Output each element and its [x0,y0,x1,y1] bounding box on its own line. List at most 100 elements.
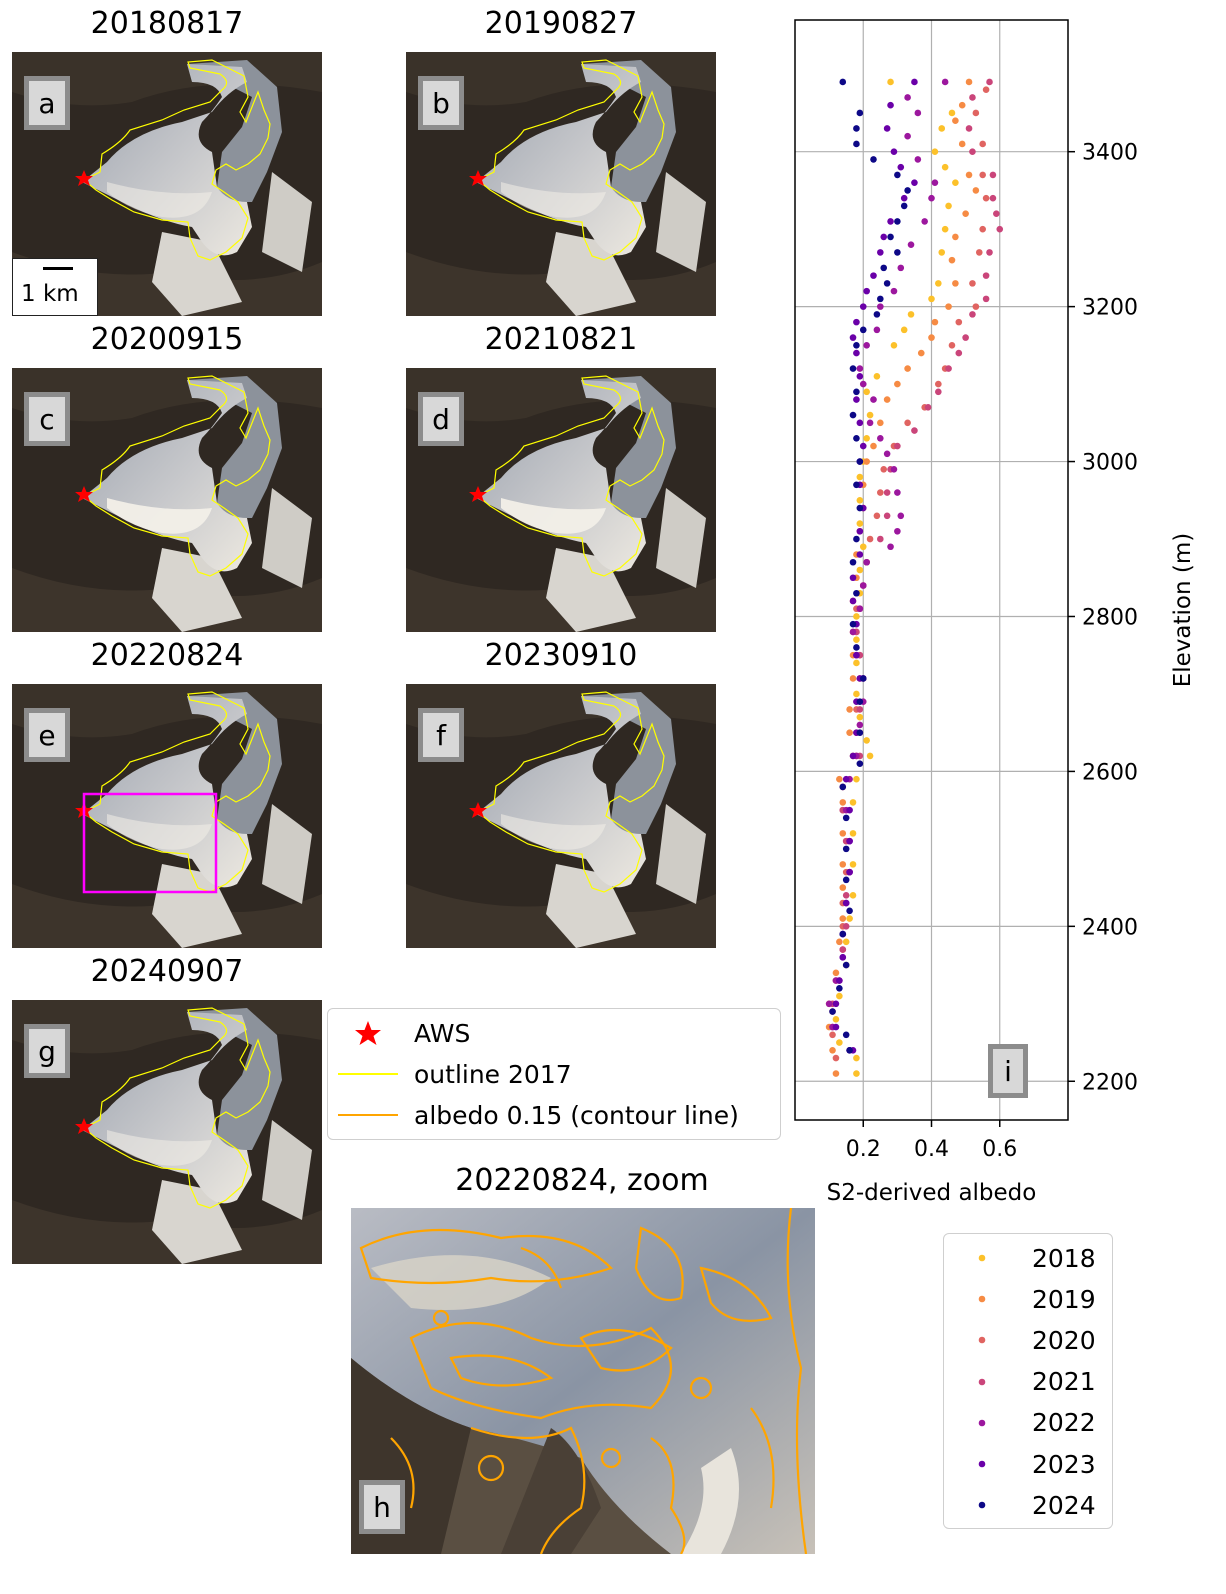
point-2019 [958,101,966,109]
point-2020 [935,380,942,388]
point-2021 [842,892,850,899]
point-2022 [890,287,898,295]
scale-bar: 1 km [12,258,98,316]
point-2024 [853,644,860,651]
point-2020 [839,946,847,953]
point-2024 [853,140,860,148]
point-2019 [832,969,840,977]
point-2022 [863,558,870,566]
dot-icon [978,1378,986,1385]
point-2022 [839,930,847,938]
point-2024 [859,675,867,682]
point-2024 [839,930,847,938]
yellow-line-icon [338,1073,398,1075]
point-2019 [839,799,847,806]
albedo-contours [359,1208,808,1554]
point-2023 [853,396,860,403]
point-2022 [829,1023,836,1031]
point-2019 [952,117,959,125]
point-2020 [853,605,860,613]
point-2018 [856,713,864,721]
point-2024 [853,481,860,489]
point-2024 [870,156,877,163]
point-2022 [904,132,911,140]
point-2018 [836,992,843,1000]
point-2018 [938,125,946,132]
point-2018 [945,202,952,210]
point-2020 [982,194,990,202]
point-2022 [941,78,949,86]
point-2022 [877,435,884,442]
point-2021 [989,171,997,179]
point-2019 [965,78,973,86]
zoom-panel-title: 20220824, zoom [455,1163,709,1198]
point-2020 [839,923,847,930]
point-2018 [928,295,935,303]
map-image-f [406,684,716,948]
point-2021 [853,628,860,636]
point-2023 [897,163,905,171]
point-2018 [948,109,956,117]
point-2019 [825,1000,833,1008]
point-2020 [842,868,850,876]
point-2019 [853,551,860,558]
point-2023 [856,527,864,535]
point-2020 [863,558,870,566]
point-2018 [890,342,898,349]
point-2024 [856,109,864,117]
point-2022 [928,194,935,202]
zoom-panel-image [351,1208,815,1554]
point-2022 [894,527,901,535]
point-2021 [986,249,993,256]
point-2023 [849,752,857,760]
chart-ylabel: Elevation (m) [1170,533,1196,688]
point-2018 [853,690,860,698]
point-2019 [849,675,857,682]
point-2021 [842,837,850,845]
point-2018 [941,225,949,233]
point-2022 [842,806,850,814]
point-2021 [945,365,952,372]
dot-icon [978,1501,986,1509]
year-legend-item-2022: 2022 [944,1403,1096,1443]
y-tick-label: 3000 [1082,451,1138,476]
point-2018 [859,543,867,551]
point-2020 [972,109,980,117]
year-legend-label: 2024 [1032,1490,1096,1520]
point-2019 [839,861,847,868]
panel-title-b: 20190827 [484,6,638,41]
point-2023 [846,806,853,814]
point-2021 [955,349,963,357]
map-image-c [12,368,322,632]
point-2022 [894,489,901,496]
point-2022 [866,419,874,427]
year-legend-label: 2020 [1032,1325,1096,1355]
point-2019 [849,752,857,760]
point-2020 [904,419,911,427]
year-legend-item-2024: 2024 [944,1485,1096,1525]
point-2020 [979,225,986,233]
point-2019 [962,210,969,217]
point-2021 [924,404,932,411]
point-2021 [969,94,976,101]
star-icon [355,1021,381,1045]
point-2023 [856,373,864,380]
point-2019 [931,318,939,326]
point-2019 [863,458,870,465]
panel-title-f: 20230910 [484,638,638,673]
point-2023 [846,868,853,876]
year-legend-item-2023: 2023 [944,1444,1096,1484]
point-2024 [849,558,857,566]
point-2024 [849,411,857,419]
point-2019 [846,706,853,713]
point-2018 [863,388,870,396]
scale-bar-line [43,267,73,270]
panel-label-d: d [418,392,464,446]
point-2020 [948,342,956,349]
year-legend-item-2021: 2021 [944,1362,1096,1402]
panel-title-e: 20220824 [90,638,244,673]
point-2023 [887,101,894,109]
legend-item-aws: AWS [328,1013,470,1053]
point-2020 [880,465,888,473]
point-2019 [839,915,847,922]
